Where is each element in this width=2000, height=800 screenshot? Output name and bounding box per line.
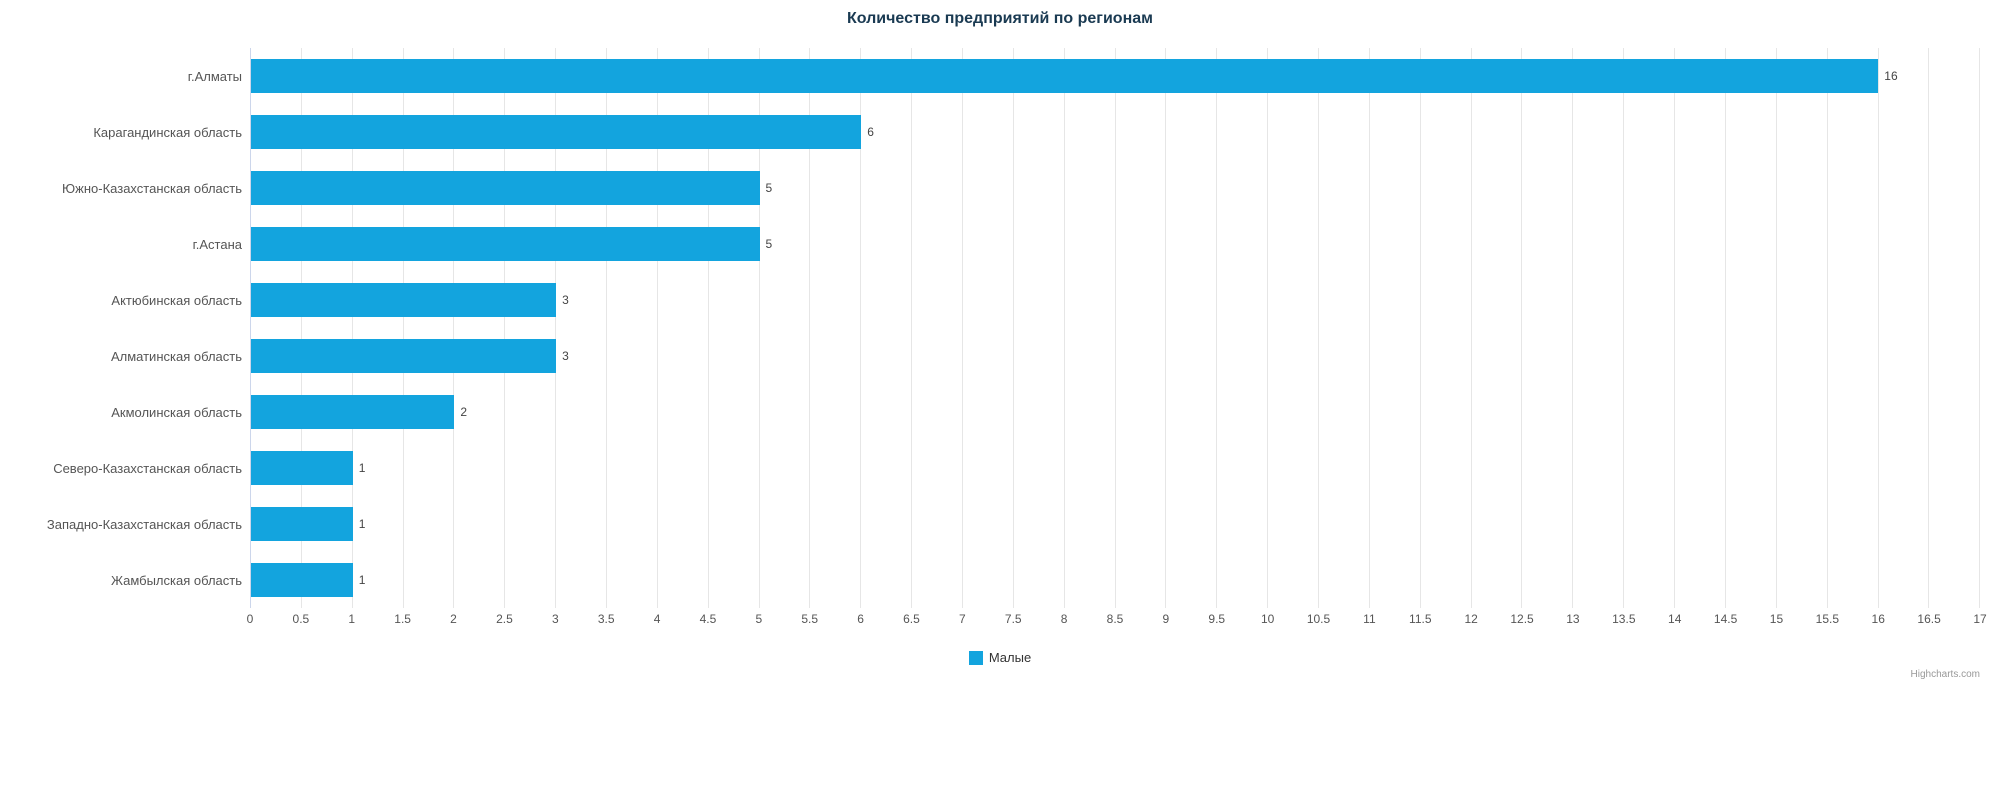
- y-axis-label: Северо-Казахстанская область: [20, 440, 250, 496]
- bar-value-label: 3: [562, 293, 569, 307]
- bar[interactable]: 2: [251, 395, 454, 429]
- x-axis-tick-label: 1: [348, 612, 355, 626]
- x-axis-tick-label: 7.5: [1005, 612, 1022, 626]
- bar[interactable]: 1: [251, 451, 353, 485]
- bar-row: 1: [251, 440, 1980, 496]
- x-axis-tick-label: 7: [959, 612, 966, 626]
- bar-value-label: 5: [766, 181, 773, 195]
- legend-swatch: [969, 651, 983, 665]
- x-axis-tick-label: 14: [1668, 612, 1681, 626]
- x-axis-tick-label: 0: [247, 612, 254, 626]
- bar[interactable]: 5: [251, 171, 760, 205]
- bar-value-label: 6: [867, 125, 874, 139]
- x-axis-tick-label: 9.5: [1208, 612, 1225, 626]
- credit-link[interactable]: Highcharts.com: [1911, 669, 1980, 680]
- x-axis-tick-label: 5: [755, 612, 762, 626]
- legend[interactable]: Малые: [20, 650, 1980, 665]
- x-axis-tick-label: 9: [1163, 612, 1170, 626]
- plot-row: г.АлматыКарагандинская областьЮжно-Казах…: [20, 48, 1980, 608]
- x-spacer: [20, 612, 250, 632]
- y-axis-label: Акмолинская область: [20, 384, 250, 440]
- bar-value-label: 5: [766, 237, 773, 251]
- bar-value-label: 3: [562, 349, 569, 363]
- x-axis-tick-label: 11.5: [1409, 612, 1431, 626]
- x-axis-tick-label: 3.5: [598, 612, 615, 626]
- x-axis-tick-label: 4.5: [700, 612, 717, 626]
- x-axis-tick-label: 13: [1566, 612, 1579, 626]
- x-axis-labels: 00.511.522.533.544.555.566.577.588.599.5…: [250, 612, 1980, 632]
- x-axis-tick-label: 1.5: [394, 612, 411, 626]
- bar-chart: Количество предприятий по регионам г.Алм…: [20, 10, 1980, 680]
- x-axis-tick-label: 16.5: [1917, 612, 1940, 626]
- x-axis-tick-label: 6: [857, 612, 864, 626]
- bar-row: 16: [251, 48, 1980, 104]
- x-axis-tick-label: 12.5: [1510, 612, 1533, 626]
- x-axis-tick-label: 0.5: [293, 612, 310, 626]
- bar-row: 3: [251, 328, 1980, 384]
- x-axis-tick-label: 16: [1872, 612, 1885, 626]
- bar[interactable]: 16: [251, 59, 1878, 93]
- x-axis-tick-label: 3: [552, 612, 559, 626]
- x-axis-tick-label: 14.5: [1714, 612, 1737, 626]
- x-axis-tick-label: 11: [1363, 612, 1375, 626]
- bar-value-label: 1: [359, 461, 366, 475]
- x-axis-tick-label: 12: [1464, 612, 1477, 626]
- bar-row: 2: [251, 384, 1980, 440]
- bar-row: 5: [251, 216, 1980, 272]
- y-axis-label: г.Алматы: [20, 48, 250, 104]
- y-axis-label: Западно-Казахстанская область: [20, 496, 250, 552]
- bar-value-label: 1: [359, 573, 366, 587]
- bar-value-label: 2: [460, 405, 467, 419]
- x-axis-tick-label: 15.5: [1816, 612, 1839, 626]
- y-axis-label: Актюбинская область: [20, 272, 250, 328]
- y-axis-labels: г.АлматыКарагандинская областьЮжно-Казах…: [20, 48, 250, 608]
- bar[interactable]: 1: [251, 507, 353, 541]
- y-axis-label: Жамбылская область: [20, 552, 250, 608]
- x-axis-tick-label: 10: [1261, 612, 1274, 626]
- bar[interactable]: 3: [251, 283, 556, 317]
- x-axis-row: 00.511.522.533.544.555.566.577.588.599.5…: [20, 612, 1980, 632]
- x-axis-tick-label: 15: [1770, 612, 1783, 626]
- bar[interactable]: 6: [251, 115, 861, 149]
- x-axis-tick-label: 4: [654, 612, 661, 626]
- bar[interactable]: 1: [251, 563, 353, 597]
- chart-title: Количество предприятий по регионам: [20, 10, 1980, 28]
- y-axis-label: г.Астана: [20, 216, 250, 272]
- bar-row: 1: [251, 496, 1980, 552]
- bar-value-label: 1: [359, 517, 366, 531]
- bars-container: 16655332111: [251, 48, 1980, 608]
- bar-row: 1: [251, 552, 1980, 608]
- y-axis-label: Южно-Казахстанская область: [20, 160, 250, 216]
- x-axis-tick-label: 8.5: [1107, 612, 1124, 626]
- bar-row: 3: [251, 272, 1980, 328]
- x-axis-tick-label: 10.5: [1307, 612, 1330, 626]
- bar[interactable]: 3: [251, 339, 556, 373]
- y-axis-label: Карагандинская область: [20, 104, 250, 160]
- x-axis-tick-label: 13.5: [1612, 612, 1635, 626]
- x-axis-tick-label: 6.5: [903, 612, 920, 626]
- x-axis-tick-label: 17: [1973, 612, 1986, 626]
- chart-credit[interactable]: Highcharts.com: [20, 669, 1980, 680]
- y-axis-label: Алматинская область: [20, 328, 250, 384]
- plot-area: 16655332111: [250, 48, 1980, 608]
- bar-row: 6: [251, 104, 1980, 160]
- x-axis-tick-label: 5.5: [801, 612, 818, 626]
- x-axis-tick-label: 2.5: [496, 612, 513, 626]
- bar-value-label: 16: [1884, 69, 1897, 83]
- legend-label: Малые: [989, 650, 1031, 665]
- x-axis-tick-label: 8: [1061, 612, 1068, 626]
- bar[interactable]: 5: [251, 227, 760, 261]
- x-axis-tick-label: 2: [450, 612, 457, 626]
- bar-row: 5: [251, 160, 1980, 216]
